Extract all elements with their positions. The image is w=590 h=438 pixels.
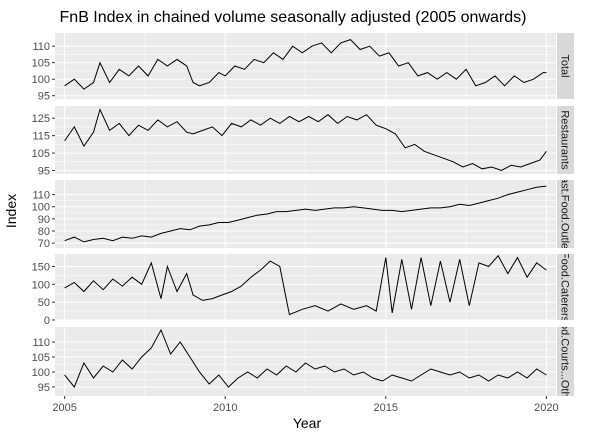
y-tick-label: 95: [38, 382, 50, 394]
y-tick-label: 125: [32, 113, 50, 125]
chart-title: FnB Index in chained volume seasonally a…: [60, 9, 527, 26]
x-axis: 2005 2010 2015 2020: [52, 396, 559, 414]
x-tick-label: 2005: [52, 402, 76, 414]
y-tick-label: 110: [32, 41, 50, 53]
facet-strip-label: Total: [559, 54, 571, 77]
y-tick-label: 0: [44, 315, 50, 327]
series-line: [64, 185, 547, 243]
facet-strip-label: Restaurants: [559, 110, 571, 170]
y-tick-label: 110: [32, 337, 50, 349]
y-tick-label: 80: [38, 226, 50, 238]
facet-strip: [557, 180, 574, 248]
y-tick-label: 95: [38, 91, 50, 103]
facet-panel: 95 100 105 110 Food.Courts...Others: [32, 310, 574, 413]
y-tick-label: 150: [32, 261, 50, 273]
y-tick-label: 105: [32, 58, 50, 70]
x-tick-label: 2020: [534, 402, 558, 414]
series-line: [64, 39, 547, 90]
y-tick-label: 105: [32, 352, 50, 364]
y-tick-label: 95: [38, 166, 50, 178]
facet-strip-label: Food.Caterers: [559, 252, 571, 323]
x-tick-label: 2015: [374, 402, 398, 414]
x-axis-title: Year: [293, 415, 322, 431]
facet-strip: [557, 33, 574, 99]
series-line: [64, 328, 547, 388]
y-tick-label: 100: [32, 367, 50, 379]
y-tick-label: 100: [32, 279, 50, 291]
y-tick-label: 100: [32, 202, 50, 214]
y-tick-label: 110: [32, 190, 50, 202]
x-tick-label: 2010: [213, 402, 237, 414]
y-tick-label: 115: [32, 131, 50, 143]
series-line: [64, 108, 547, 172]
series-line: [64, 254, 547, 316]
y-tick-label: 90: [38, 214, 50, 226]
facet-panel: 0 50 100 150 Food.Caterers: [32, 252, 574, 327]
y-axis-title: Index: [3, 194, 19, 228]
facet-strip: [557, 106, 574, 174]
facet-panel: 95 100 105 110 Total: [32, 33, 574, 103]
facet-panel: 95 105 115 125 Restaurants: [32, 106, 574, 178]
facet-strip: [557, 254, 574, 320]
y-tick-label: 70: [38, 238, 50, 250]
facet-strip-label: Food.Courts...Others: [559, 310, 571, 413]
facet-strip: [557, 327, 574, 396]
y-tick-label: 105: [32, 148, 50, 160]
y-tick-label: 50: [38, 297, 50, 309]
facet-strip-label: Fast.Food.Outlets: [559, 170, 571, 258]
y-tick-label: 100: [32, 74, 50, 86]
